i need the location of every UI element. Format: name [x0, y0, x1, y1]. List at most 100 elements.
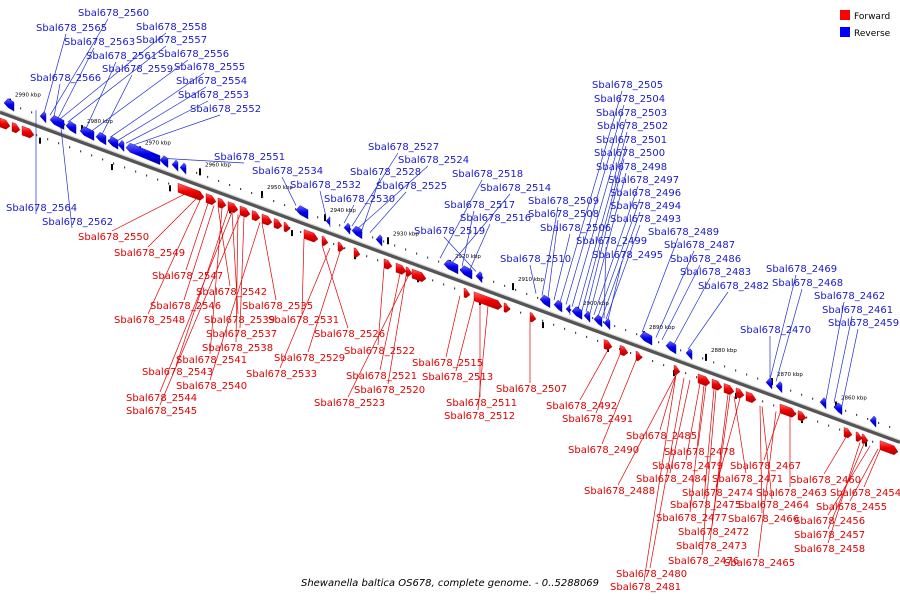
forward-gene-label: Sbal678_2467 — [730, 461, 801, 472]
axis-dot — [432, 279, 434, 282]
axis-dot — [542, 319, 544, 322]
forward-gene-arrow — [855, 431, 863, 442]
reverse-gene-label: Sbal678_2504 — [594, 94, 665, 105]
axis-dot — [515, 288, 517, 291]
forward-gene-label: Sbal678_2537 — [206, 329, 277, 340]
reverse-gene-arrow — [3, 98, 15, 112]
axis-tick-label: 2950 kbp — [267, 185, 293, 191]
reverse-gene-label: Sbal678_2525 — [376, 181, 447, 192]
axis-dot — [570, 309, 572, 311]
reverse-gene-arrow — [565, 304, 571, 315]
reverse-gene-arrow — [765, 377, 773, 390]
reverse-gene-label: Sbal678_2509 — [528, 196, 599, 207]
reverse-gene-label: Sbal678_2459 — [828, 318, 899, 329]
reverse-gene-leader — [59, 118, 73, 229]
forward-gene-leader — [347, 276, 409, 398]
axis-dot — [872, 440, 874, 443]
legend-forward-label: Forward — [854, 12, 890, 22]
gene-arrows — [0, 98, 899, 456]
forward-gene-leader — [763, 412, 781, 461]
reverse-gene-leader — [603, 246, 607, 319]
reverse-gene-arrow — [295, 205, 309, 220]
reverse-gene-leader — [49, 18, 109, 116]
reverse-gene-leader — [581, 145, 627, 311]
axis-dot — [817, 420, 819, 423]
axis-dot — [746, 373, 748, 376]
reverse-gene-label: Sbal678_2468 — [772, 278, 843, 289]
reverse-gene-leader — [769, 274, 797, 380]
axis-dot — [80, 150, 82, 153]
reverse-gene-label: Sbal678_2553 — [178, 90, 249, 101]
reverse-gene-label: Sbal678_2534 — [252, 166, 323, 177]
forward-gene-arrow — [697, 373, 711, 387]
reverse-gene-leader — [775, 288, 803, 382]
reverse-gene-arrow — [539, 294, 551, 309]
reverse-gene-arrow — [833, 402, 843, 416]
reverse-gene-leader — [553, 233, 571, 301]
reverse-gene-label: Sbal678_2552 — [190, 104, 261, 115]
axis-dot — [520, 311, 522, 314]
forward-gene-leader — [279, 247, 331, 369]
forward-gene-leader — [595, 354, 621, 414]
reverse-gene-label: Sbal678_2487 — [664, 240, 735, 251]
forward-gene-label: Sbal678_2479 — [652, 461, 723, 472]
reverse-gene-label: Sbal678_2486 — [670, 254, 741, 265]
forward-gene-arrow — [779, 403, 797, 418]
forward-gene-leader — [261, 223, 277, 301]
reverse-gene-leader — [53, 83, 61, 117]
reverse-gene-leader — [559, 90, 623, 303]
forward-gene-leader — [761, 406, 773, 500]
forward-gene-leader — [601, 360, 637, 445]
forward-gene-label: Sbal678_2475 — [670, 500, 741, 511]
reverse-gene-label: Sbal678_2461 — [822, 305, 893, 316]
axis-dot — [91, 154, 93, 157]
reverse-gene-leader — [443, 236, 477, 272]
reverse-gene-arrow — [325, 216, 331, 227]
reverse-gene-label: Sbal678_2561 — [86, 51, 157, 62]
forward-gene-label: Sbal678_2466 — [728, 514, 799, 525]
forward-gene-leader — [147, 200, 201, 315]
reverse-gene-arrow — [603, 318, 611, 331]
reverse-gene-leader — [281, 176, 297, 206]
axis-tick-label: 2880 kbp — [711, 348, 737, 354]
reverse-gene-label: Sbal678_2505 — [592, 80, 663, 91]
reverse-gene-leader — [59, 32, 167, 120]
axis-tick-label: 2890 kbp — [649, 325, 675, 331]
legend-reverse-swatch — [840, 27, 850, 37]
forward-gene-arrow — [217, 197, 227, 209]
axis-dot — [196, 171, 198, 174]
forward-gene-label: Sbal678_2550 — [78, 232, 149, 243]
axis-dot — [262, 196, 264, 199]
forward-gene-label: Sbal678_2458 — [794, 544, 865, 555]
axis-dot — [652, 360, 654, 363]
forward-gene-leader — [387, 275, 407, 385]
forward-gene-arrow — [745, 391, 757, 403]
axis-dot — [383, 240, 385, 243]
reverse-gene-label: Sbal678_2508 — [528, 209, 599, 220]
reverse-gene-label: Sbal678_2506 — [540, 223, 611, 234]
forward-gene-leader — [175, 210, 229, 367]
forward-gene-arrow — [879, 440, 899, 456]
axis-dot — [427, 256, 429, 259]
axis-dot — [240, 188, 242, 190]
reverse-gene-arrow — [171, 159, 179, 172]
reverse-gene-leader — [577, 131, 628, 310]
reverse-gene-label: Sbal678_2558 — [136, 22, 207, 33]
forward-gene-leader — [849, 448, 879, 502]
axis-dot — [856, 413, 858, 416]
axis-dot — [757, 377, 759, 380]
reverse-gene-arrow — [375, 234, 383, 247]
reverse-gene-leader — [547, 219, 559, 298]
reverse-gene-label: Sbal678_2555 — [174, 62, 245, 73]
reverse-gene-leader — [85, 61, 117, 129]
forward-gene-leader — [685, 383, 701, 461]
axis-dot — [366, 255, 368, 258]
axis-dot — [339, 224, 341, 227]
axis-dot — [273, 200, 275, 203]
reverse-gene-label: Sbal678_2530 — [324, 194, 395, 205]
forward-gene-leader — [689, 385, 705, 513]
forward-gene-label: Sbal678_2457 — [794, 530, 865, 541]
forward-gene-leader — [659, 374, 677, 431]
axis-dot — [146, 174, 148, 177]
axis-dot — [168, 182, 170, 185]
